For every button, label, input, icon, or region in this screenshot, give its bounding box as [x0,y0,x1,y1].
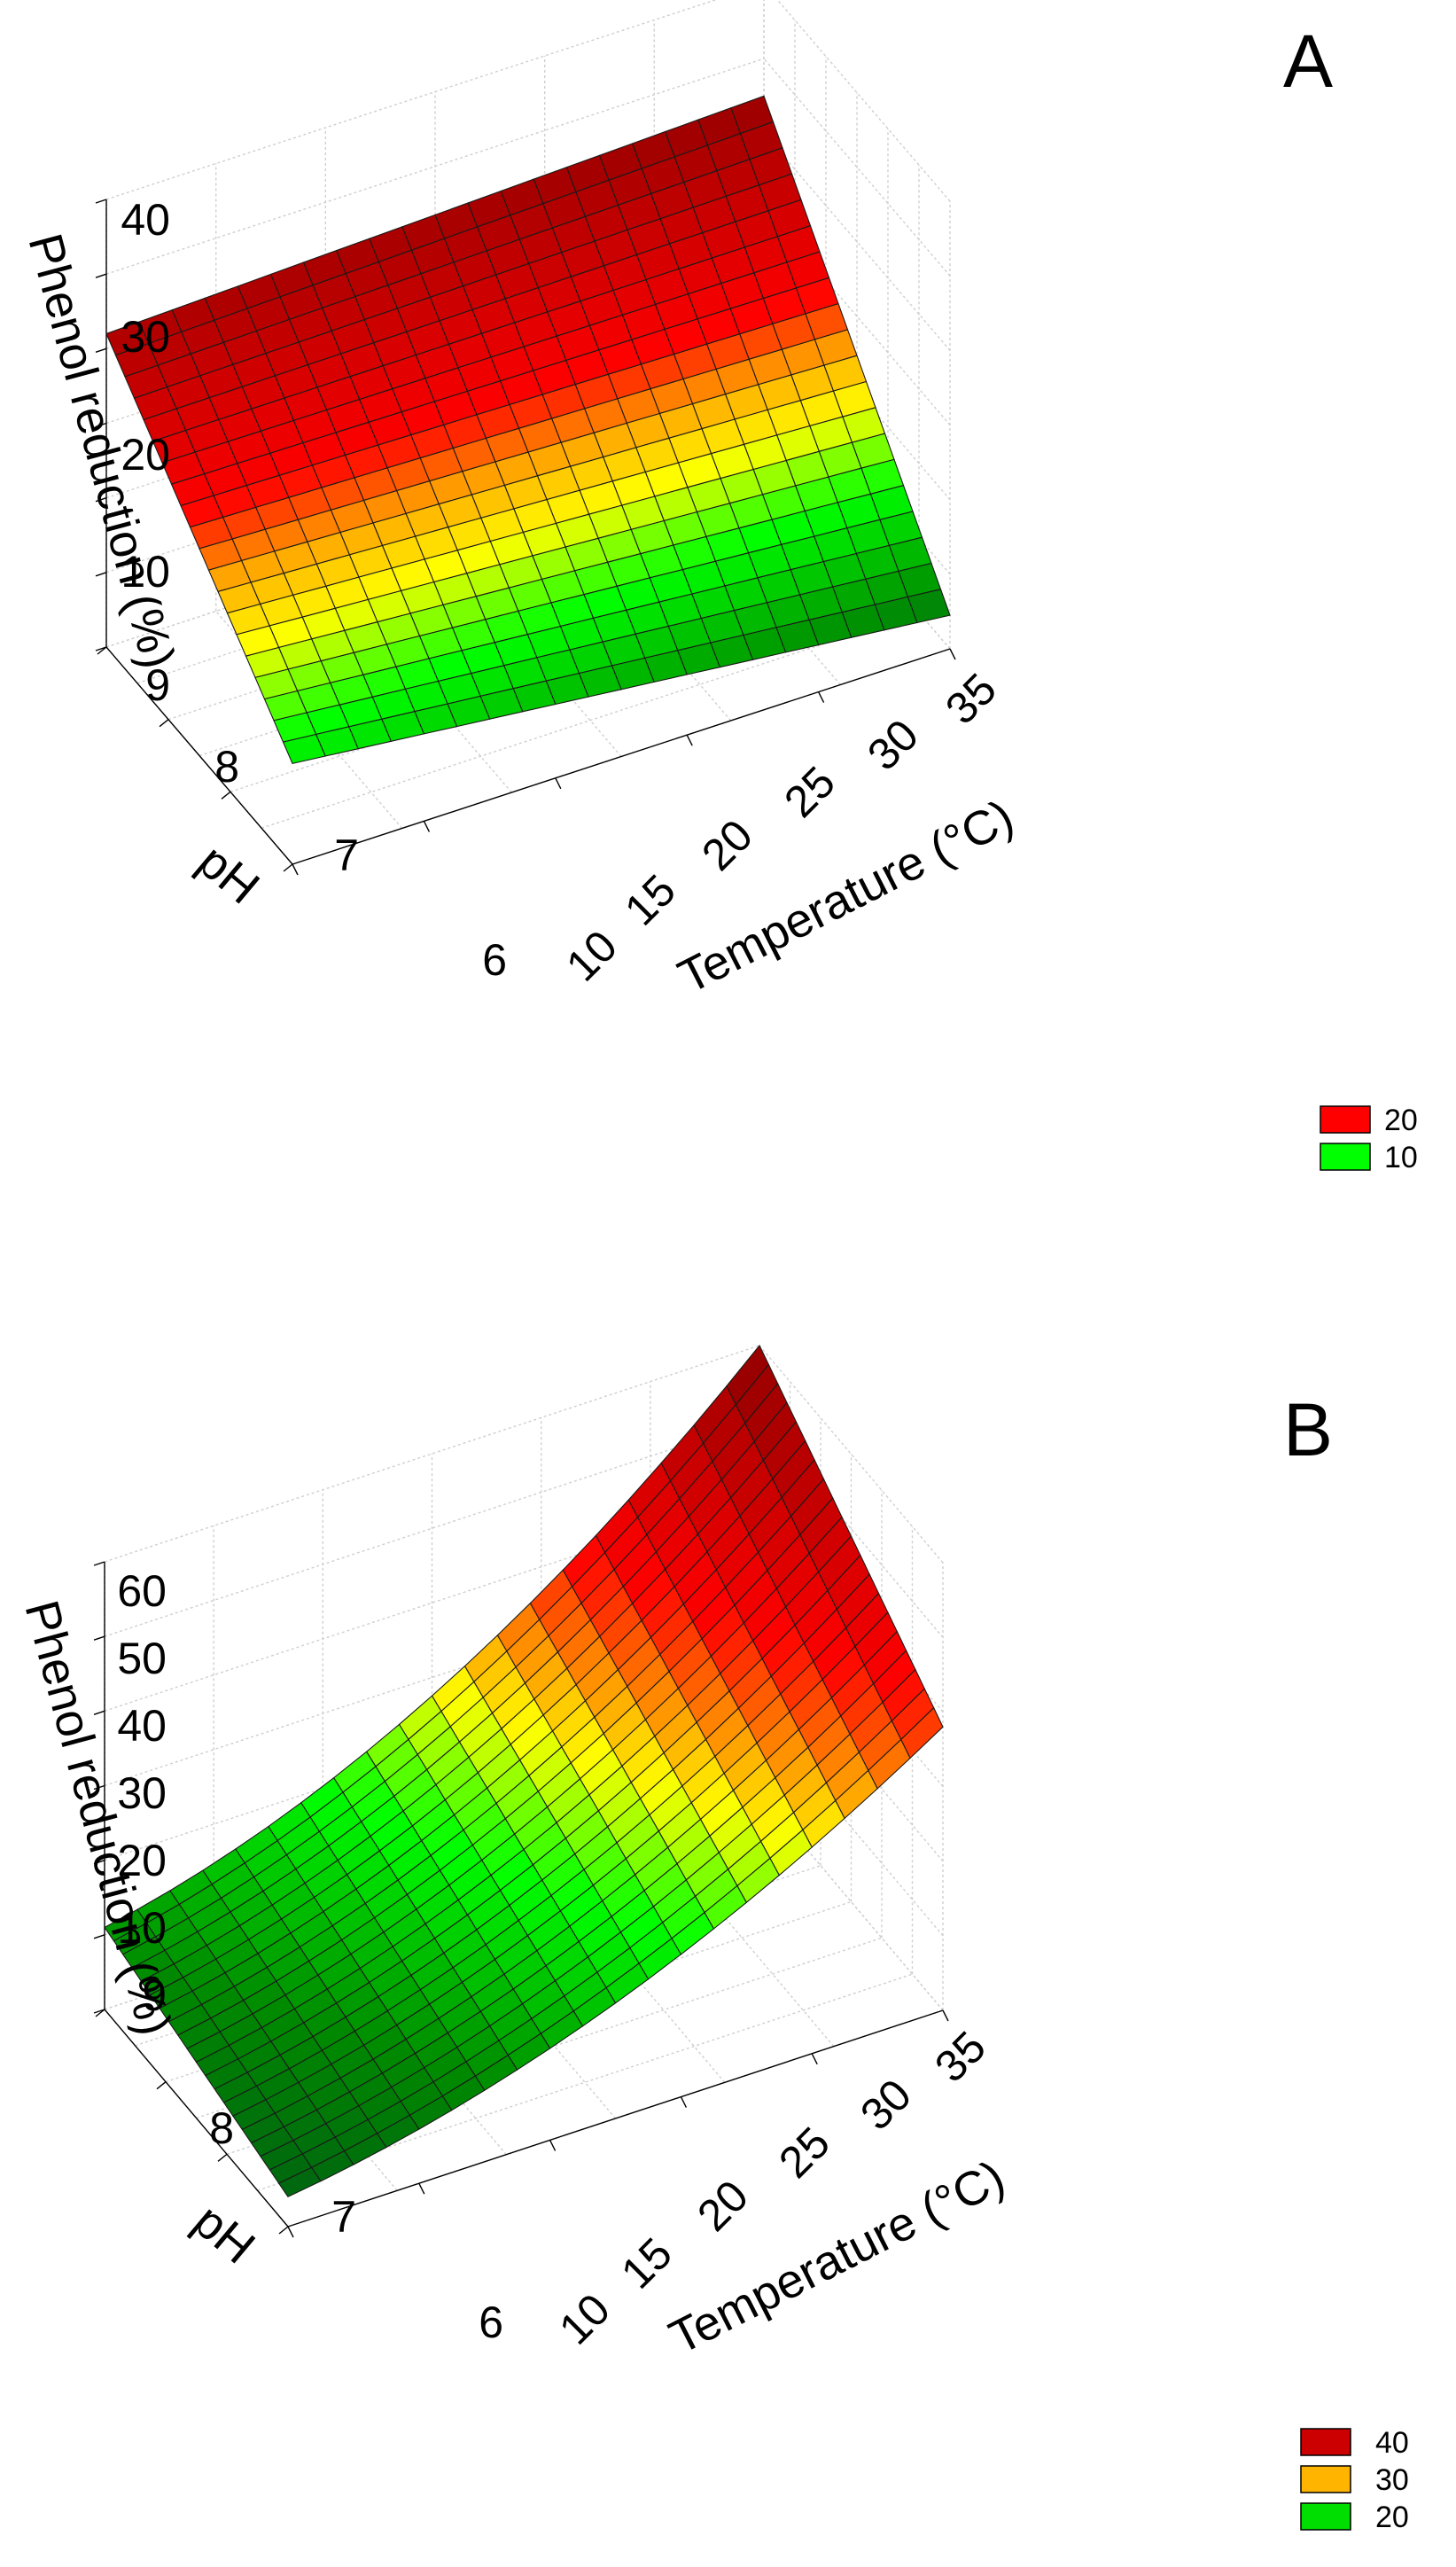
z-tick [95,497,107,503]
legend-entry-label: 30 [1375,2463,1409,2497]
legend-swatch [1320,1143,1371,1171]
legend-entry-label: 20 [1384,1104,1418,1137]
grid-line [257,1973,913,2191]
grid-line [105,0,718,200]
z-tick [95,347,107,353]
y-tick [156,2081,167,2090]
y-tick [97,646,107,655]
y-axis-label: pH [188,834,269,914]
z-tick-label: 20 [121,430,170,480]
z-tick [93,1710,105,1715]
legend-entry-label: 40 [1375,2426,1409,2460]
x-tick [817,691,825,703]
x-tick [292,863,299,876]
z-tick-label: 40 [121,195,170,245]
panel-label-a: A [1283,20,1333,103]
y-axis-label: pH [183,2194,264,2274]
z-tick-label: 50 [117,1634,167,1683]
legend: 40 30 20 [1300,2426,1409,2534]
x-tick-label: 25 [775,757,845,827]
x-tick [423,821,431,832]
grid-line [196,1900,852,2119]
x-tick-label: 15 [611,2228,681,2298]
x-tick-label: 20 [692,810,762,880]
y-tick [217,2153,228,2162]
y-axis-line [105,646,293,865]
y-tick [278,2226,289,2235]
grid-line [104,1345,760,1563]
x-tick-label: 30 [858,710,928,780]
panel-label-b: B [1283,1388,1333,1471]
z-tick-label: 40 [117,1701,167,1751]
z-tick-label: 30 [121,312,170,362]
x-tick-label: 15 [615,865,685,935]
surface-plot-a: A 40 30 20 10 9 8 7 6 10 15 20 25 30 35 … [18,0,1418,1174]
z-tick [95,199,107,204]
x-tick-label: 10 [549,2284,619,2354]
legend-swatch [1300,2465,1351,2493]
x-tick [555,777,562,790]
z-tick-label: 9 [142,1970,167,2020]
z-tick-label: 9 [145,660,170,710]
y-tick-label: 7 [334,831,359,880]
x-axis-line [287,2009,944,2228]
y-tick-label: 8 [214,742,239,792]
surface-mesh [104,1344,944,2197]
legend: 20 10 [1320,1104,1418,1174]
y-tick [95,2009,105,2017]
y-tick-label: 7 [331,2192,356,2242]
x-tick-label: 25 [769,2118,839,2188]
legend-swatch [1300,2428,1351,2456]
surface-cell [282,733,326,765]
surface-plot-b: B 60 50 40 30 20 10 9 8 7 6 10 15 20 25 … [14,1344,1409,2534]
x-axis-line [292,648,951,865]
y-tick [159,719,169,728]
y-tick-label: 6 [479,2298,503,2347]
z-tick [93,1860,105,1865]
z-tick [93,1561,105,1566]
z-tick-label: 30 [117,1768,167,1818]
z-tick [95,572,107,577]
x-tick-label: 30 [851,2070,921,2140]
y-tick-label: 8 [209,2103,234,2153]
x-tick [287,2226,294,2238]
z-tick [93,2009,105,2014]
surface-mesh [105,95,951,765]
y-tick [283,863,293,872]
legend-swatch [1320,1105,1371,1134]
x-tick-label: 35 [925,2022,995,2092]
legend-entry-label: 10 [1384,1141,1418,1174]
z-tick-label: 20 [117,1836,167,1885]
z-tick [95,273,107,278]
grid-line [226,1937,883,2155]
y-tick [221,791,231,800]
x-tick [811,2053,818,2065]
grid-line [104,1419,760,1637]
grid-line [261,612,920,829]
x-tick [418,2182,425,2195]
grid-line [105,58,765,275]
x-tick [680,2096,688,2108]
z-tick [95,422,107,428]
y-axis-line [104,2009,289,2228]
z-tick [93,1784,105,1791]
z-tick-label: 10 [121,547,170,597]
legend-swatch [1300,2502,1351,2531]
x-tick-label: 20 [688,2171,758,2241]
y-tick-label: 6 [482,935,507,985]
x-tick [949,648,956,660]
z-tick-label: 10 [117,1903,167,1953]
x-tick [549,2140,557,2151]
z-tick [95,646,107,652]
x-tick-label: 10 [557,921,627,991]
x-tick [942,2009,949,2022]
z-tick-label: 60 [117,1566,167,1616]
z-tick [93,1635,105,1641]
x-tick [686,734,693,746]
x-tick-label: 35 [936,664,1006,734]
legend-entry-label: 20 [1375,2501,1409,2534]
surface-cell [277,2166,322,2197]
z-tick [93,1934,105,1939]
